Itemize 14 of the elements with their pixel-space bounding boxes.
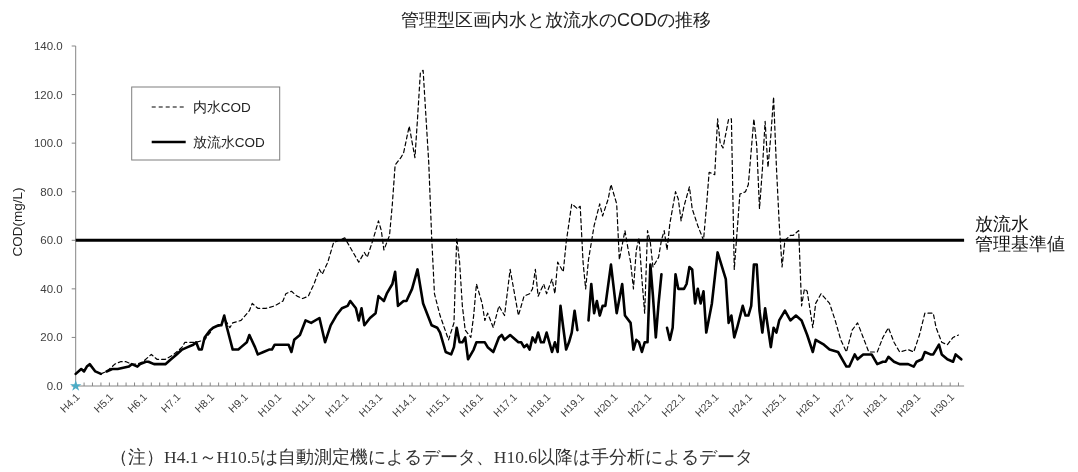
text: （注）H4.1～H10.5は自動測定機によるデータ、H10.6以降は手分析によるデータ (110, 447, 754, 467)
legend-label: 放流水COD (192, 134, 265, 150)
y-tick-label: 80.0 (40, 185, 63, 198)
y-tick-label: 20.0 (40, 331, 63, 344)
y-axis-title: COD(mg/L) (9, 187, 25, 257)
y-tick-label: 0.0 (46, 380, 63, 393)
y-tick-label: 140.0 (33, 40, 63, 53)
ref-line-label: 放流水管理基準値 (975, 214, 1066, 255)
y-tick-label: 100.0 (33, 137, 63, 150)
chart-title: 管理型区画内水と放流水のCODの推移 (401, 10, 711, 30)
y-tick-label: 120.0 (33, 88, 63, 101)
legend-label: 内水COD (192, 99, 251, 115)
y-tick-label: 40.0 (40, 282, 63, 295)
y-tick-label: 60.0 (40, 234, 63, 247)
